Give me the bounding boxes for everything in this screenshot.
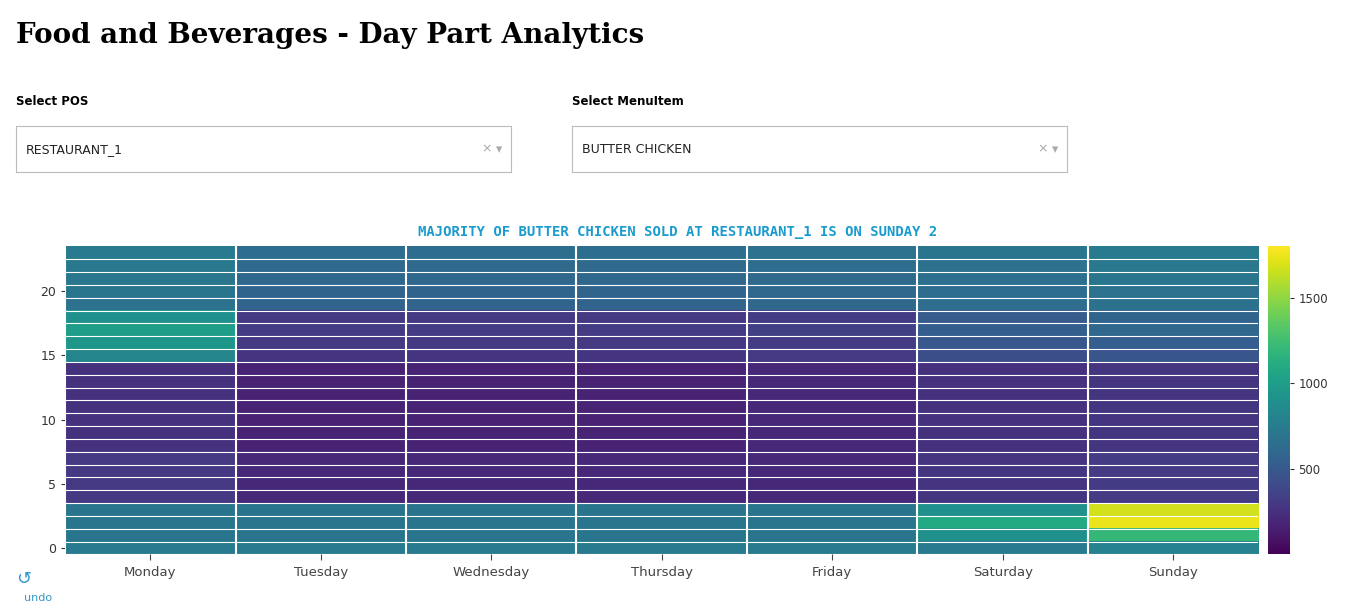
Text: Food and Beverages - Day Part Analytics: Food and Beverages - Day Part Analytics	[16, 22, 644, 49]
Text: Select MenuItem: Select MenuItem	[572, 95, 683, 108]
Text: undo: undo	[24, 593, 53, 602]
Text: ▾: ▾	[1052, 143, 1059, 156]
Text: BUTTER CHICKEN: BUTTER CHICKEN	[582, 143, 692, 156]
Text: ×: ×	[1037, 143, 1048, 156]
Text: ×: ×	[481, 143, 492, 156]
Text: RESTAURANT_1: RESTAURANT_1	[26, 143, 123, 156]
Text: Select POS: Select POS	[16, 95, 88, 108]
Text: ▾: ▾	[496, 143, 503, 156]
Text: ↺: ↺	[16, 570, 31, 588]
Text: MAJORITY OF BUTTER CHICKEN SOLD AT RESTAURANT_1 IS ON SUNDAY 2: MAJORITY OF BUTTER CHICKEN SOLD AT RESTA…	[419, 225, 937, 239]
